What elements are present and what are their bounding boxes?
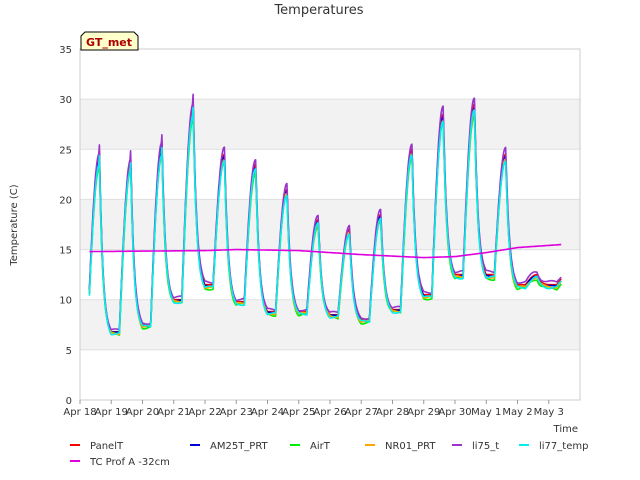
- legend: PanelT AM25T_PRT AirT NR01_PRT li75_t li77_te…: [70, 441, 588, 468]
- legend-label: AirT: [310, 441, 331, 452]
- y-tick-label: 10: [59, 296, 72, 307]
- annotation-label: GT_met: [86, 36, 132, 49]
- x-tick-label: Apr 20: [126, 407, 159, 418]
- y-axis-ticks: 0 5 10 15 20 25 30 35: [59, 45, 72, 407]
- series-layer: [88, 93, 562, 336]
- annotation-bubble: [80, 31, 139, 51]
- x-tick-label: Apr 30: [438, 407, 471, 418]
- x-tick-label: Apr 28: [376, 407, 409, 418]
- chart-title: Temperatures: [273, 3, 363, 18]
- legend-label: li75_t: [472, 441, 499, 452]
- annotation-box: GT_met: [80, 31, 139, 51]
- x-tick-label: Apr 22: [188, 407, 221, 418]
- grid-band: [80, 99, 580, 150]
- legend-label: li77_temp: [539, 441, 588, 452]
- x-tick-label: May 2: [502, 407, 532, 418]
- y-tick-label: 25: [59, 145, 72, 156]
- x-tick-label: Apr 27: [345, 407, 378, 418]
- legend-item: AM25T_PRT: [190, 441, 269, 452]
- series-line-li77-temp: [88, 106, 562, 336]
- x-tick-label: Apr 24: [251, 407, 284, 418]
- x-tick-label: May 3: [534, 407, 564, 418]
- legend-label: TC Prof A -32cm: [89, 457, 170, 468]
- x-tick-label: Apr 18: [63, 407, 96, 418]
- y-tick-label: 0: [66, 396, 72, 407]
- x-tick-label: Apr 25: [282, 407, 315, 418]
- y-tick-label: 30: [59, 95, 72, 106]
- legend-item: li75_t: [452, 441, 499, 452]
- x-tick-label: Apr 29: [407, 407, 440, 418]
- x-tick-label: May 1: [471, 407, 501, 418]
- y-tick-label: 15: [59, 246, 72, 257]
- legend-item: li77_temp: [519, 441, 588, 452]
- x-tick-label: Apr 26: [313, 407, 346, 418]
- legend-item: NR01_PRT: [365, 441, 436, 452]
- legend-item: AirT: [290, 441, 331, 452]
- y-tick-label: 5: [66, 346, 72, 357]
- legend-item: PanelT: [70, 441, 124, 452]
- grid-band: [80, 299, 580, 350]
- x-tick-label: Apr 19: [95, 407, 128, 418]
- x-axis-label: Time: [553, 424, 578, 435]
- series-line-tc-prof-a-32cm: [89, 243, 562, 259]
- x-tick-label: Apr 23: [220, 407, 253, 418]
- y-tick-label: 35: [59, 45, 72, 56]
- y-axis-label: Temperature (C): [9, 184, 20, 266]
- legend-label: PanelT: [90, 441, 124, 452]
- y-tick-label: 20: [59, 195, 72, 206]
- legend-item: TC Prof A -32cm: [70, 457, 170, 468]
- x-tick-label: Apr 21: [157, 407, 190, 418]
- legend-label: NR01_PRT: [385, 441, 436, 452]
- legend-label: AM25T_PRT: [210, 441, 269, 452]
